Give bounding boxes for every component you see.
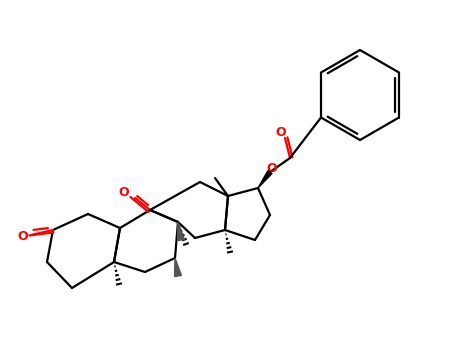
Polygon shape (258, 170, 272, 188)
Text: O: O (276, 126, 286, 139)
Text: O: O (267, 161, 277, 175)
Polygon shape (177, 222, 184, 240)
Polygon shape (175, 258, 182, 276)
Text: O: O (18, 230, 28, 243)
Text: O: O (119, 187, 129, 199)
